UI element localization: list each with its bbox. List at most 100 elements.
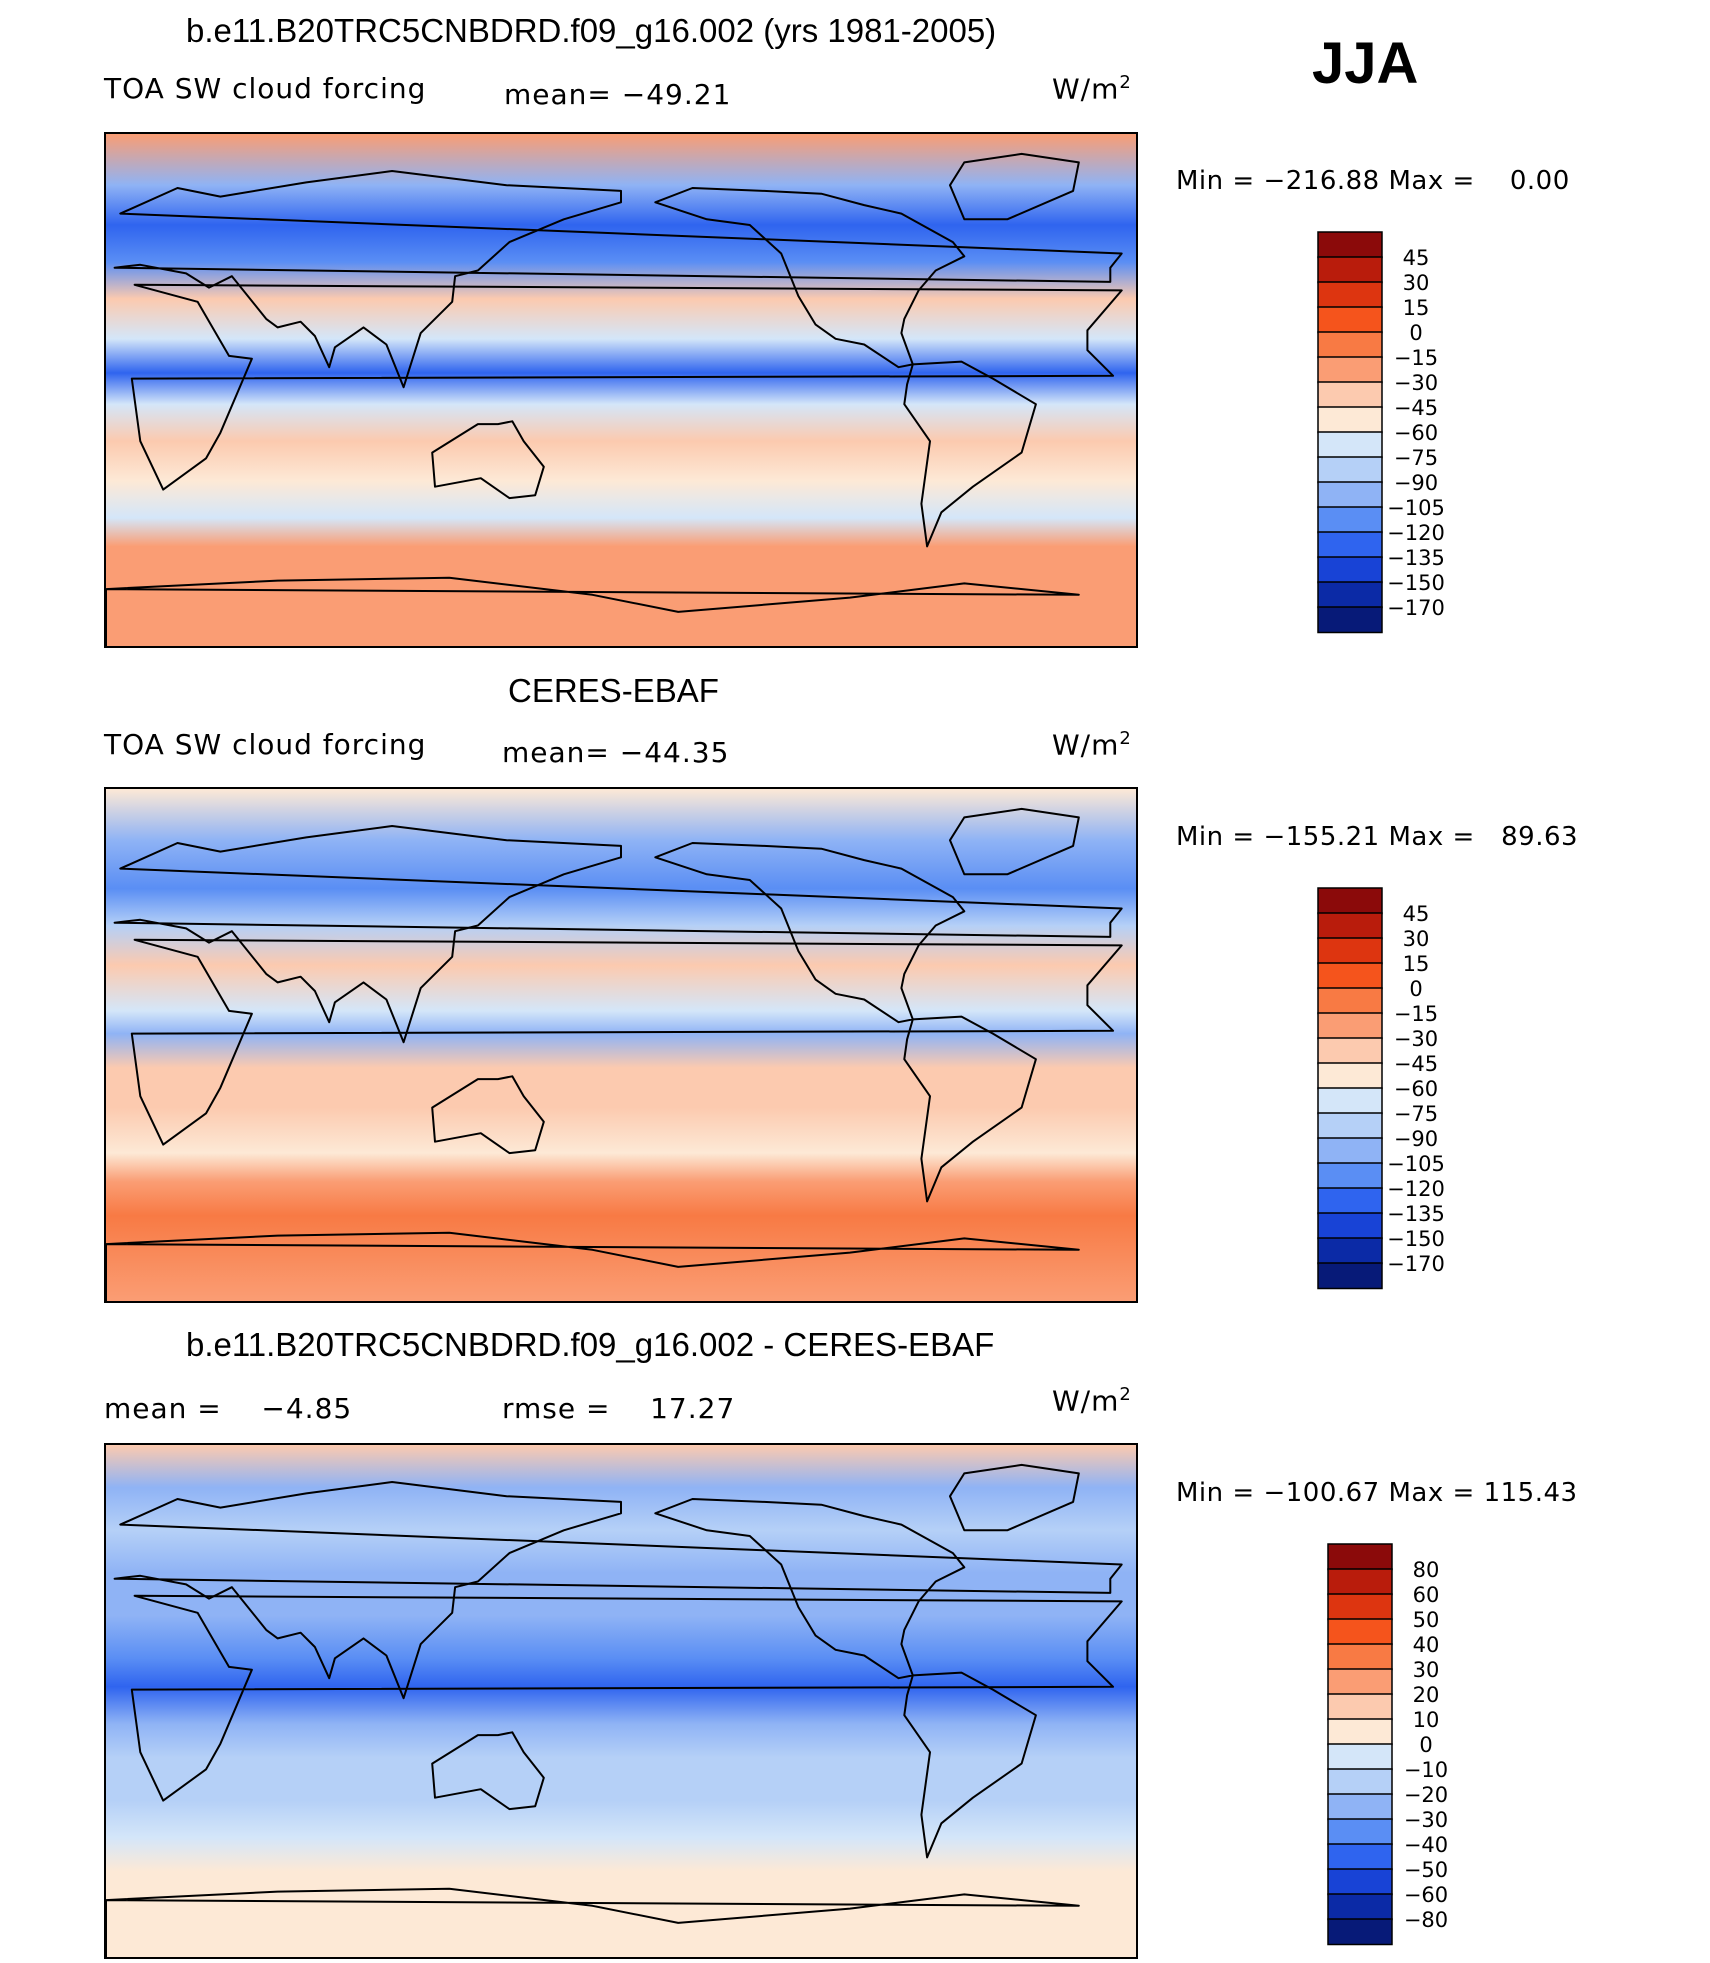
coastline-greenland xyxy=(949,807,1080,876)
colorbar-swatch xyxy=(1327,1818,1393,1846)
colorbar-tick-label: 80 xyxy=(1413,1558,1440,1582)
units-label: W/m2 xyxy=(1052,1384,1132,1418)
coastline-south-america xyxy=(903,1015,1037,1203)
colorbar-tick-label: 50 xyxy=(1413,1608,1440,1632)
colorbar-swatch xyxy=(1317,381,1383,409)
colorbar-tick-label: −105 xyxy=(1387,1152,1445,1176)
colorbar-tick-label: 15 xyxy=(1403,296,1430,320)
colorbar-tick-label: −20 xyxy=(1404,1783,1448,1807)
map-plot xyxy=(104,132,1138,648)
colorbar-tick-label: −30 xyxy=(1394,1027,1438,1051)
colorbar-swatch xyxy=(1317,1062,1383,1090)
map-field xyxy=(106,134,1136,646)
colorbar-tick-label: 60 xyxy=(1413,1583,1440,1607)
colorbar-tick-label: 0 xyxy=(1409,321,1422,345)
colorbar-swatch xyxy=(1327,1793,1393,1821)
panel-title: b.e11.B20TRC5CNBDRD.f09_g16.002 (yrs 198… xyxy=(186,12,997,49)
colorbar-swatch xyxy=(1317,887,1383,915)
coastline-antarctica xyxy=(106,576,1080,646)
colorbar-tick-label: −150 xyxy=(1387,571,1445,595)
rmse-label: rmse = 17.27 xyxy=(502,1392,736,1425)
colorbar-tick-label: −40 xyxy=(1404,1833,1448,1857)
colorbar-tick-label: −10 xyxy=(1404,1758,1448,1782)
colorbar: 4530150−15−30−45−60−75−90−105−120−135−15… xyxy=(1317,231,1445,634)
colorbar-tick-label: −50 xyxy=(1404,1858,1448,1882)
colorbar-swatch xyxy=(1317,1162,1383,1190)
colorbar-tick-label: 45 xyxy=(1403,246,1430,270)
season-label: JJA xyxy=(1312,31,1419,96)
coastline-australia xyxy=(431,1731,545,1811)
coastline-eurasia xyxy=(113,1481,1123,1700)
colorbar-tick-label: −90 xyxy=(1394,471,1438,495)
coastline-eurasia xyxy=(113,170,1123,389)
colorbar-swatch xyxy=(1317,987,1383,1015)
colorbar-tick-label: −75 xyxy=(1394,446,1438,470)
colorbar-tick-label: −30 xyxy=(1394,371,1438,395)
variable-label: TOA SW cloud forcing xyxy=(104,72,427,105)
colorbar-tick-label: 30 xyxy=(1403,271,1430,295)
coastline-north-america xyxy=(654,187,966,369)
colorbar-swatch xyxy=(1317,431,1383,459)
colorbar-swatch xyxy=(1327,1568,1393,1596)
colorbar-swatch xyxy=(1317,1037,1383,1065)
colorbar-tick-label: 0 xyxy=(1409,977,1422,1001)
coastline-greenland xyxy=(949,152,1080,221)
colorbar-swatch xyxy=(1327,1918,1393,1946)
min-max-label: Min = −216.88 Max = 0.00 xyxy=(1176,166,1570,196)
coastline-africa xyxy=(130,938,1123,1146)
colorbar-swatch xyxy=(1317,231,1383,259)
colorbar-tick-label: −105 xyxy=(1387,496,1445,520)
colorbar-swatch xyxy=(1317,306,1383,334)
colorbar-swatch xyxy=(1327,1843,1393,1871)
colorbar-swatch xyxy=(1327,1668,1393,1696)
colorbar-tick-label: 15 xyxy=(1403,952,1430,976)
colorbar-tick-label: 20 xyxy=(1413,1683,1440,1707)
colorbar-swatch xyxy=(1317,937,1383,965)
coastline-australia xyxy=(431,1075,545,1155)
colorbar-tick-label: −45 xyxy=(1394,396,1438,420)
colorbar-swatch xyxy=(1327,1718,1393,1746)
colorbar-swatch xyxy=(1317,356,1383,384)
colorbar-swatch xyxy=(1327,1643,1393,1671)
coastline-south-america xyxy=(903,1671,1037,1859)
colorbar-tick-label: −90 xyxy=(1394,1127,1438,1151)
colorbar-swatch xyxy=(1317,1137,1383,1165)
colorbar-swatch xyxy=(1327,1543,1393,1571)
coastline-eurasia xyxy=(113,825,1123,1044)
colorbar-swatch xyxy=(1317,256,1383,284)
coastline-africa xyxy=(130,1594,1123,1802)
colorbar-swatch xyxy=(1317,1237,1383,1265)
colorbar-swatch xyxy=(1317,281,1383,309)
colorbar-tick-label: −30 xyxy=(1404,1808,1448,1832)
min-max-label: Min = −155.21 Max = 89.63 xyxy=(1176,822,1579,852)
colorbar-swatch xyxy=(1317,406,1383,434)
colorbar-swatch xyxy=(1327,1893,1393,1921)
colorbar-tick-label: −170 xyxy=(1387,1252,1445,1276)
colorbar: 4530150−15−30−45−60−75−90−105−120−135−15… xyxy=(1317,887,1445,1290)
colorbar-swatch xyxy=(1317,481,1383,509)
units-label: W/m2 xyxy=(1052,728,1132,762)
coastline-greenland xyxy=(949,1463,1080,1532)
coastline-australia xyxy=(431,420,545,500)
coastline-antarctica xyxy=(106,1231,1080,1301)
colorbar-swatch xyxy=(1317,1012,1383,1040)
colorbar-tick-label: 10 xyxy=(1413,1708,1440,1732)
coastline-south-america xyxy=(903,360,1037,548)
mean-label: mean= −44.35 xyxy=(502,736,730,769)
colorbar-tick-label: −45 xyxy=(1394,1052,1438,1076)
colorbar-swatch xyxy=(1317,912,1383,940)
colorbar-swatch xyxy=(1317,606,1383,634)
colorbar-swatch xyxy=(1317,962,1383,990)
colorbar-tick-label: −135 xyxy=(1387,546,1445,570)
colorbar-swatch xyxy=(1317,1087,1383,1115)
colorbar-swatch xyxy=(1317,531,1383,559)
colorbar-tick-label: −60 xyxy=(1394,1077,1438,1101)
colorbar-tick-label: 30 xyxy=(1413,1658,1440,1682)
colorbar-swatch xyxy=(1327,1768,1393,1796)
colorbar-swatch xyxy=(1317,456,1383,484)
diff-mean-label: mean = −4.85 xyxy=(104,1392,353,1425)
colorbar-swatch xyxy=(1317,506,1383,534)
colorbar-swatch xyxy=(1317,1212,1383,1240)
colorbar-swatch xyxy=(1327,1618,1393,1646)
colorbar-tick-label: −170 xyxy=(1387,596,1445,620)
